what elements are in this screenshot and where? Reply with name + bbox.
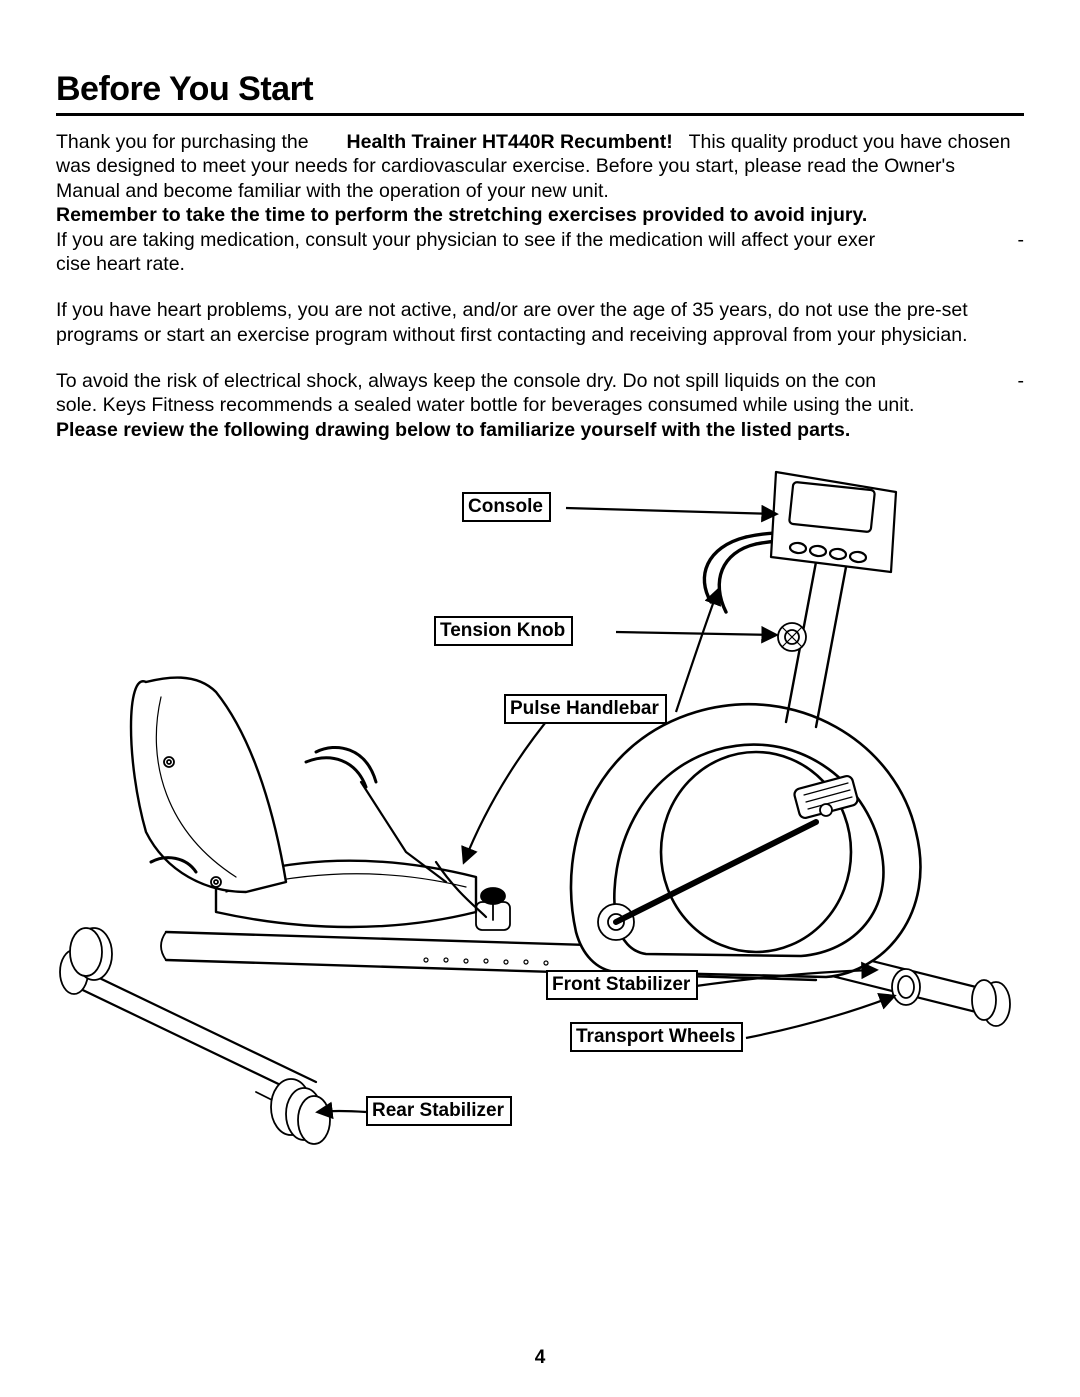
electrical-line1: To avoid the risk of electrical shock, a…	[56, 370, 876, 392]
callout-console: Console	[462, 492, 551, 522]
medication-paragraph: If you are taking medication, consult yo…	[56, 228, 1024, 277]
body-text: Thank you for purchasing the Health Trai…	[56, 130, 1024, 442]
callout-rear-stabilizer: Rear Stabilizer	[366, 1096, 512, 1126]
intro-lead: Thank you for purchasing the	[56, 131, 309, 153]
hyphen: -	[1018, 228, 1025, 252]
heart-paragraph: If you have heart problems, you are not …	[56, 298, 1024, 347]
parts-diagram: Console Tension Knob Pulse Handlebar Fro…	[56, 462, 1024, 1162]
page-title: Before You Start	[56, 70, 1024, 109]
review-drawing: Please review the following drawing belo…	[56, 418, 1024, 442]
electrical-paragraph: To avoid the risk of electrical shock, a…	[56, 369, 1024, 418]
intro-paragraph: Thank you for purchasing the Health Trai…	[56, 130, 1024, 203]
stretch-warning: Remember to take the time to perform the…	[56, 203, 1024, 227]
manual-page: Before You Start Thank you for purchasin…	[0, 0, 1080, 1397]
medication-line2: cise heart rate.	[56, 253, 185, 275]
bike-illustration	[56, 462, 1024, 1162]
title-rule	[56, 113, 1024, 116]
product-name: Health Trainer HT440R Recumbent!	[347, 131, 673, 153]
hyphen: -	[1018, 369, 1025, 393]
medication-line1: If you are taking medication, consult yo…	[56, 229, 875, 251]
callout-front-stabilizer: Front Stabilizer	[546, 970, 698, 1000]
callout-tension-knob: Tension Knob	[434, 616, 573, 646]
page-number: 4	[0, 1347, 1080, 1369]
callout-pulse-handlebar: Pulse Handlebar	[504, 694, 667, 724]
callout-transport-wheels: Transport Wheels	[570, 1022, 743, 1052]
electrical-rest: sole. Keys Fitness recommends a sealed w…	[56, 394, 914, 416]
